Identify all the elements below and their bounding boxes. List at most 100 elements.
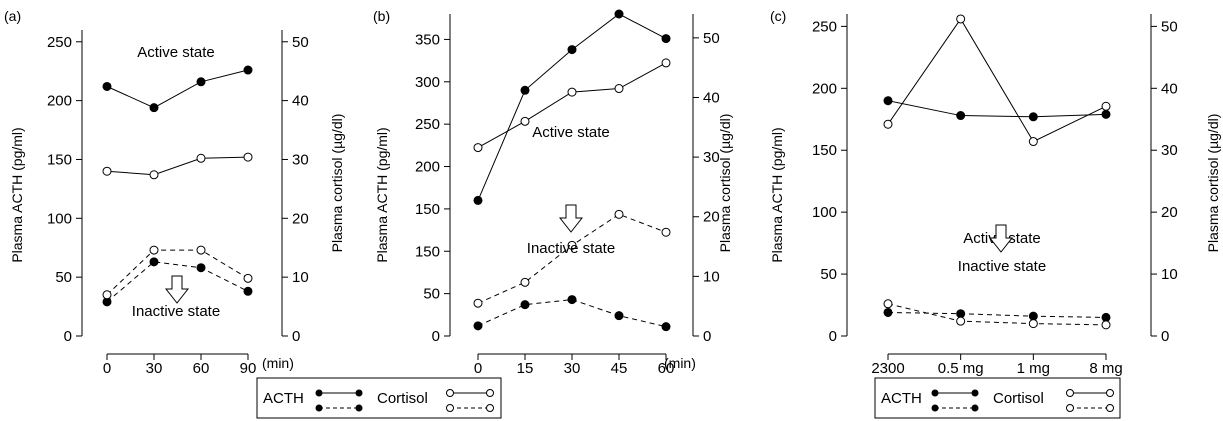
- point-acth-inactive: [661, 322, 671, 332]
- y-tick-label-left: 100: [812, 204, 837, 221]
- y-tick-label-left: 150: [47, 151, 72, 168]
- y-tick-label-left: 150: [415, 201, 440, 218]
- point-cortisol-active: [614, 84, 624, 94]
- inactive-state-label-a: Inactive state: [132, 303, 220, 320]
- active-state-label-b: Active state: [532, 124, 610, 141]
- point-cortisol-inactive: [956, 316, 966, 326]
- panel-label-b: (b): [373, 8, 390, 24]
- x-tick-label: 60: [658, 360, 675, 377]
- series-line-acth-active: [887, 100, 1107, 118]
- x-tick-label: 0: [103, 360, 111, 377]
- chart-b-plot: 0 50 150 150 200 250 300 350 0 10 20 30 40 50 0 15 30 45 6…: [415, 9, 720, 377]
- point-acth-inactive: [567, 295, 577, 305]
- point-cortisol-active: [883, 119, 893, 129]
- y-tick-label-right: 50: [1161, 18, 1178, 35]
- series-line-acth-active: [106, 69, 249, 109]
- point-cortisol-active: [661, 58, 671, 68]
- x-tick-label: 1 mg: [1017, 360, 1050, 377]
- point-acth-inactive: [243, 286, 253, 296]
- point-cortisol-inactive: [883, 299, 893, 309]
- point-acth-inactive: [614, 311, 624, 321]
- x-tick-label: 0: [474, 360, 482, 377]
- legend-cortisol-label: Cortisol: [993, 390, 1044, 407]
- x-tick-label: 30: [146, 360, 163, 377]
- x-unit-label-a: (min): [262, 355, 294, 371]
- down-arrow-icon: [164, 275, 190, 304]
- point-cortisol-active: [102, 166, 112, 176]
- y-tick-label-left: 0: [64, 328, 72, 345]
- legend-cortisol-solid-sample: [446, 389, 494, 397]
- point-cortisol-active: [1028, 137, 1038, 147]
- x-tick-label: 90: [240, 360, 257, 377]
- y-tick-label-right: 20: [703, 209, 720, 226]
- y-tick-label-right: 40: [703, 89, 720, 106]
- point-cortisol-inactive: [102, 290, 112, 300]
- panel-label-c: (c): [770, 8, 786, 24]
- y-tick-label-right: 30: [292, 151, 309, 168]
- point-acth-inactive: [149, 257, 159, 267]
- point-cortisol-active: [1101, 101, 1111, 111]
- legend-acth-dashed-sample: [315, 404, 363, 412]
- series-line-cortisol-active: [887, 18, 1107, 143]
- point-acth-inactive: [956, 309, 966, 319]
- y-tick-label-left: 150: [415, 243, 440, 260]
- point-acth-active: [567, 45, 577, 55]
- down-arrow-icon: [988, 224, 1014, 253]
- panel-c: (c) 0 50 100 150 200 250 0 10 20 30 40 50 2300 0.5 mg…: [769, 8, 1221, 377]
- legend-ab: ACTH Cortisol: [256, 377, 502, 419]
- inactive-state-label-c: Inactive state: [958, 258, 1046, 275]
- y-tick-label-left: 250: [47, 34, 72, 51]
- x-tick-label: 15: [517, 360, 534, 377]
- point-acth-active: [956, 111, 966, 121]
- point-acth-active: [473, 195, 483, 205]
- point-acth-inactive: [1101, 312, 1111, 322]
- y-tick-label-right: 10: [703, 268, 720, 285]
- y-tick-label-right: 50: [292, 34, 309, 51]
- x-tick-label: 0.5 mg: [938, 360, 984, 377]
- point-cortisol-inactive: [196, 245, 206, 255]
- active-state-label-a: Active state: [137, 44, 215, 61]
- y-axis-right-title-c: Plasma cortisol (µg/dl): [1205, 114, 1221, 253]
- point-acth-inactive: [883, 307, 893, 317]
- point-cortisol-active: [520, 116, 530, 126]
- y-tick-label-right: 30: [1161, 142, 1178, 159]
- legend-acth-dashed-sample: [931, 404, 979, 412]
- point-cortisol-active: [243, 152, 253, 162]
- legend-cortisol-dashed-sample: [1066, 404, 1114, 412]
- y-tick-label-right: 10: [292, 269, 309, 286]
- chart-c-plot: 0 50 100 150 200 250 0 10 20 30 40 50 2300 0.5 mg 1 mg…: [812, 14, 1178, 377]
- point-acth-active: [1028, 112, 1038, 122]
- legend-acth-solid-sample: [931, 389, 979, 397]
- y-tick-label-left: 150: [812, 142, 837, 159]
- point-cortisol-inactive: [614, 209, 624, 219]
- point-cortisol-active: [196, 153, 206, 163]
- y-tick-label-left: 50: [55, 269, 72, 286]
- legend-cortisol-label: Cortisol: [377, 390, 428, 407]
- y-tick-label-left: 50: [423, 286, 440, 303]
- y-tick-label-left: 50: [820, 266, 837, 283]
- y-tick-label-right: 50: [703, 30, 720, 47]
- panel-b: (b) 0 50 150 150 200 250 300 350 0 10 20 30 40 50 0 15 3…: [373, 8, 733, 377]
- point-cortisol-inactive: [520, 277, 530, 287]
- series-line-acth-active: [477, 13, 667, 201]
- legend-box: [874, 377, 1121, 419]
- y-tick-label-left: 200: [812, 80, 837, 97]
- point-acth-inactive: [520, 300, 530, 310]
- series-line-cortisol-active: [106, 156, 249, 176]
- y-tick-label-left: 250: [812, 18, 837, 35]
- point-acth-active: [883, 96, 893, 106]
- point-cortisol-inactive: [1101, 320, 1111, 330]
- point-acth-active: [614, 9, 624, 19]
- y-axis-left-title-a: Plasma ACTH (pg/ml): [9, 127, 25, 262]
- point-cortisol-inactive: [473, 298, 483, 308]
- y-tick-label-right: 20: [1161, 204, 1178, 221]
- y-tick-label-left: 0: [829, 328, 837, 345]
- legend-acth-label: ACTH: [263, 390, 304, 407]
- point-acth-inactive: [196, 263, 206, 273]
- y-tick-label-left: 200: [415, 159, 440, 176]
- point-cortisol-inactive: [661, 227, 671, 237]
- series-line-cortisol-inactive: [106, 249, 249, 296]
- y-tick-label-right: 0: [1161, 328, 1169, 345]
- y-tick-label-right: 0: [292, 328, 300, 345]
